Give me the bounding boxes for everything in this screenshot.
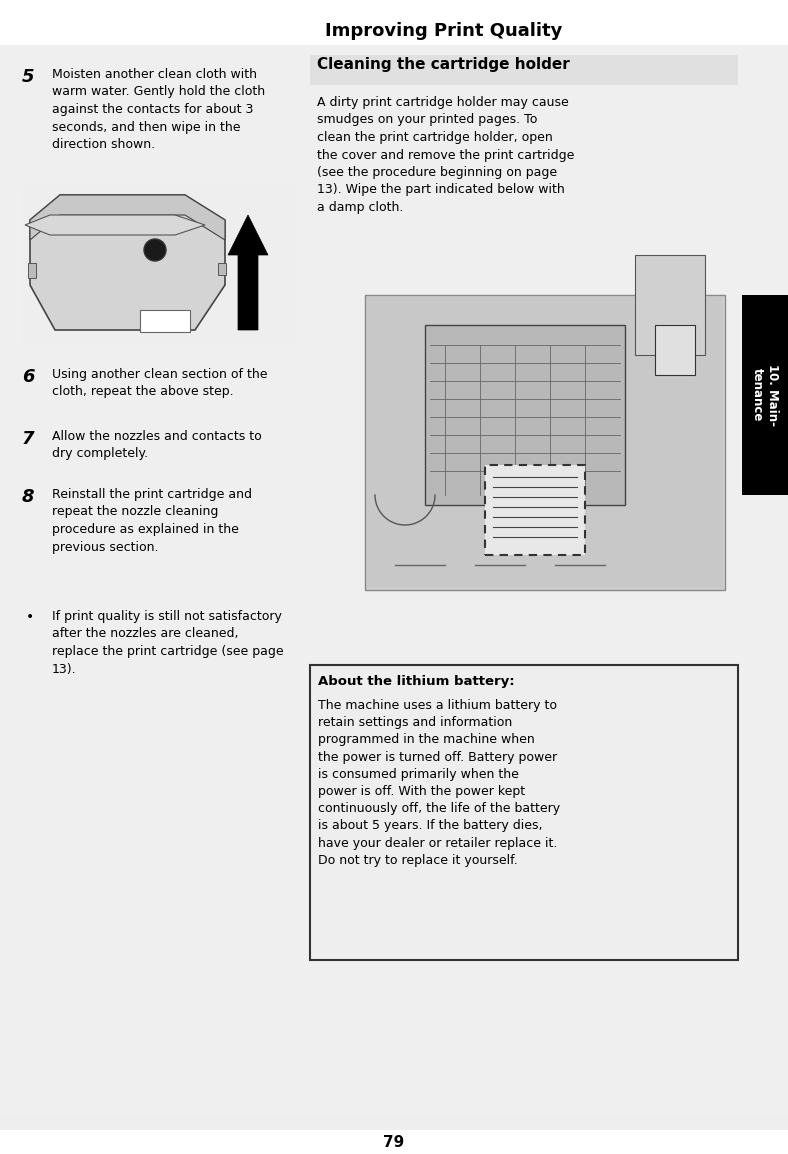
Text: Reinstall the print cartridge and
repeat the nozzle cleaning
procedure as explai: Reinstall the print cartridge and repeat…	[52, 488, 252, 554]
Text: About the lithium battery:: About the lithium battery:	[318, 675, 515, 688]
Bar	[22, 185, 295, 345]
Text: 79: 79	[384, 1136, 404, 1151]
Text: 6: 6	[22, 368, 35, 385]
Text: A dirty print cartridge holder may cause
smudges on your printed pages. To
clean: A dirty print cartridge holder may cause…	[317, 96, 574, 213]
Text: 10. Main-
tenance: 10. Main- tenance	[751, 364, 779, 426]
Text: Using another clean section of the
cloth, repeat the above step.: Using another clean section of the cloth…	[52, 368, 267, 398]
Text: The machine uses a lithium battery to
retain settings and information
programmed: The machine uses a lithium battery to re…	[318, 699, 560, 867]
Bar	[425, 325, 625, 505]
Bar	[485, 465, 585, 555]
Bar	[365, 295, 725, 590]
Text: 7: 7	[22, 430, 35, 448]
Polygon shape	[228, 215, 268, 330]
Bar	[367, 297, 723, 589]
Bar	[140, 310, 190, 332]
Text: Improving Print Quality: Improving Print Quality	[325, 22, 563, 40]
Circle shape	[144, 239, 166, 261]
Text: If print quality is still not satisfactory
after the nozzles are cleaned,
replac: If print quality is still not satisfacto…	[52, 610, 284, 675]
Text: Moisten another clean cloth with
warm water. Gently hold the cloth
against the c: Moisten another clean cloth with warm wa…	[52, 68, 265, 151]
Polygon shape	[30, 195, 225, 240]
Polygon shape	[25, 215, 205, 235]
Polygon shape	[30, 195, 225, 330]
Text: 8: 8	[22, 488, 35, 505]
Bar	[635, 255, 705, 355]
Text: Cleaning the cartridge holder: Cleaning the cartridge holder	[317, 57, 570, 72]
Text: Allow the nozzles and contacts to
dry completely.: Allow the nozzles and contacts to dry co…	[52, 430, 262, 460]
Bar	[655, 325, 695, 375]
Bar	[310, 55, 738, 85]
Bar	[742, 295, 788, 495]
Bar	[28, 263, 36, 278]
Text: 5: 5	[22, 68, 35, 87]
Bar	[218, 263, 226, 275]
Text: •: •	[26, 610, 34, 624]
Bar	[310, 665, 738, 960]
